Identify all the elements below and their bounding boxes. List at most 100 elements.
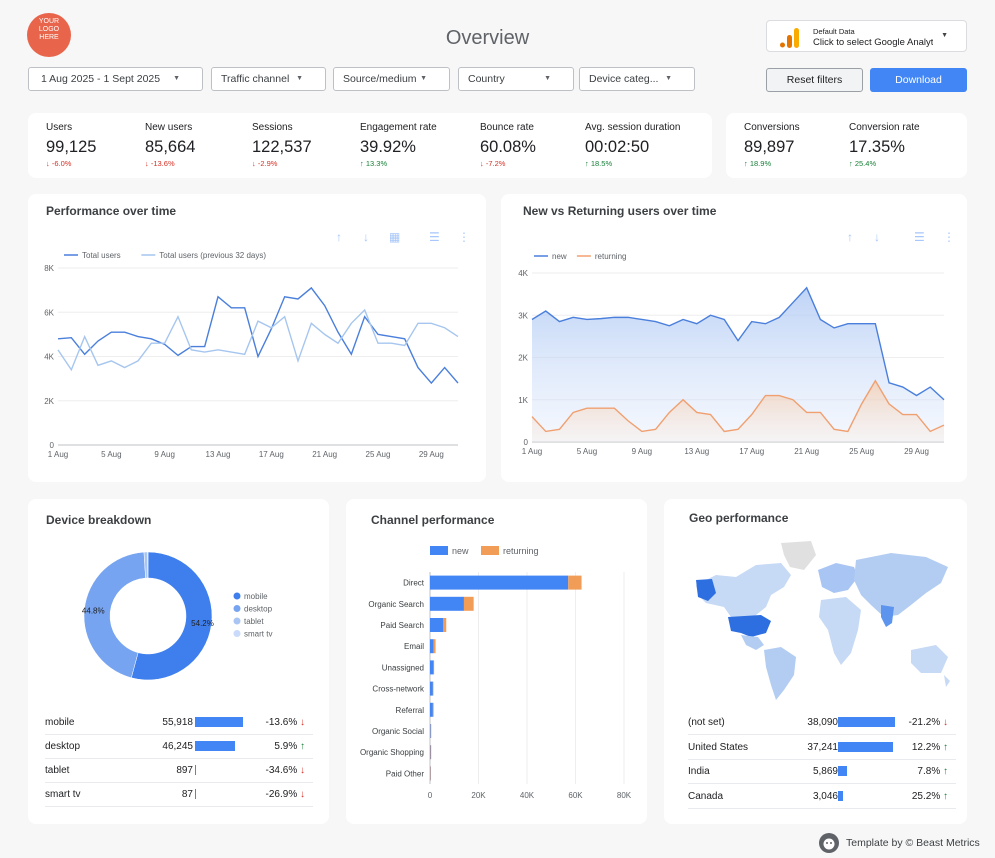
- bar-new: [430, 766, 431, 781]
- bar-returning: [430, 745, 432, 760]
- bar-new: [430, 745, 431, 760]
- x-tick-label: 25 Aug: [849, 447, 874, 456]
- series-line-total-users-previous-32-days-: [57, 308, 459, 372]
- bar-new: [430, 596, 464, 611]
- value-bar: [195, 765, 196, 775]
- sort-descending-icon[interactable]: ↓: [363, 230, 369, 244]
- bar-new: [430, 702, 433, 717]
- chart-title: Device breakdown: [46, 513, 152, 527]
- legend-swatch: [430, 546, 448, 555]
- chart-title: Channel performance: [371, 513, 495, 527]
- category-label: Referral: [396, 706, 425, 715]
- legend-label: tablet: [244, 617, 264, 626]
- bar-returning: [463, 596, 474, 611]
- series-line-new: [531, 286, 945, 401]
- y-tick-label: 2K: [44, 397, 54, 406]
- caret-down-icon: ▼: [173, 75, 180, 82]
- more-options-icon[interactable]: ⋮: [458, 230, 470, 244]
- device-category-filter[interactable]: Device categ... ▼: [579, 67, 695, 91]
- x-tick-label: 1 Aug: [522, 447, 542, 456]
- chart-title: Geo performance: [689, 511, 789, 525]
- filter-icon[interactable]: ☰: [429, 230, 440, 244]
- date-range-filter[interactable]: 1 Aug 2025 - 1 Sept 2025 ▼: [28, 67, 203, 91]
- data-source-label: Default Data: [813, 27, 855, 36]
- category-label: Direct: [403, 579, 425, 588]
- value-bar: [838, 742, 893, 752]
- value-bar: [838, 766, 847, 776]
- device-breakdown-card: Device breakdown 54.2% 44.8% mobile desktop…: [28, 499, 329, 824]
- logo: YOUR LOGO HERE: [27, 13, 71, 57]
- kpi-conversion-rate: Conversion rate 17.35% ↑ 25.4%: [849, 122, 920, 168]
- data-source-selector[interactable]: Default Data Click to select Google Anal…: [766, 20, 967, 52]
- lion-logo-icon: [819, 833, 839, 853]
- new-vs-returning-card: New vs Returning users over time ↑ ↓ ☰ ⋮…: [501, 194, 967, 482]
- category-label: Email: [404, 642, 424, 651]
- x-tick-label: 29 Aug: [904, 447, 929, 456]
- arrow-down-icon: ↓: [300, 717, 305, 728]
- arrow-up-icon: ↑: [943, 742, 948, 753]
- arrow-down-icon: ↓: [480, 159, 484, 168]
- performance-line-chart: 0 2K 4K 6K 8K 1 Aug 5 Aug 9 Aug 13 Aug 17 Aug 21 A…: [44, 251, 459, 459]
- arrow-up-icon: ↑: [849, 159, 853, 168]
- chart-title: New vs Returning users over time: [523, 204, 717, 218]
- kpi-engagement-rate: Engagement rate 39.92% ↑ 13.3%: [360, 122, 437, 168]
- bar-new: [430, 639, 434, 654]
- country-filter[interactable]: Country ▼: [458, 67, 574, 91]
- x-tick-label: 9 Aug: [154, 450, 174, 459]
- x-tick-label: 5 Aug: [101, 450, 121, 459]
- arrow-down-icon: ↓: [943, 717, 948, 728]
- bar-new: [430, 724, 431, 738]
- kpi-new-users: New users 85,664 ↓ -13.6%: [145, 122, 196, 168]
- table-row: tablet 897 -34.6% ↓: [45, 759, 313, 783]
- x-tick-label: 17 Aug: [259, 450, 284, 459]
- x-tick-label: 80K: [617, 791, 632, 800]
- y-tick-label: 2K: [518, 354, 528, 363]
- y-tick-label: 8K: [44, 264, 54, 273]
- data-source-value: Click to select Google Analytics: [813, 37, 933, 48]
- y-tick-label: 0: [524, 438, 529, 447]
- caret-down-icon: ▼: [420, 75, 427, 82]
- legend-label: new: [452, 546, 469, 556]
- more-options-icon[interactable]: ⋮: [943, 230, 955, 244]
- chart-title: Performance over time: [46, 204, 177, 218]
- google-analytics-icon: [780, 28, 799, 48]
- bar-returning: [430, 724, 432, 738]
- value-bar: [195, 789, 196, 799]
- arrow-up-icon: ↑: [744, 159, 748, 168]
- slice-label: 54.2%: [191, 619, 214, 628]
- reset-filters-button[interactable]: Reset filters: [766, 68, 863, 92]
- arrow-down-icon: ↓: [145, 159, 149, 168]
- x-tick-label: 21 Aug: [312, 450, 337, 459]
- legend-label: returning: [503, 546, 539, 556]
- value-bar: [195, 741, 235, 751]
- filter-icon[interactable]: ☰: [914, 230, 925, 244]
- y-tick-label: 1K: [518, 396, 528, 405]
- source-medium-filter[interactable]: Source/medium ▼: [333, 67, 450, 91]
- table-row: India 5,869 7.8% ↑: [688, 760, 956, 784]
- series-line-returning: [531, 379, 945, 433]
- sort-ascending-icon[interactable]: ↑: [336, 230, 342, 244]
- bar-returning: [568, 575, 582, 590]
- legend-label: new: [552, 252, 567, 261]
- x-tick-label: 13 Aug: [684, 447, 709, 456]
- channel-bar-chart: new returning 0 20K 40K 60K 80K Direct Organic S…: [360, 546, 632, 800]
- category-label: Organic Social: [372, 727, 424, 736]
- caret-down-icon: ▼: [941, 32, 948, 39]
- bar-new: [430, 575, 569, 590]
- kpi-avg-session-duration: Avg. session duration 00:02:50 ↑ 18.5%: [585, 122, 681, 168]
- sort-ascending-icon[interactable]: ↑: [847, 230, 853, 244]
- drill-down-icon[interactable]: ▦: [389, 230, 401, 244]
- y-tick-label: 3K: [518, 311, 528, 320]
- legend-swatch: [481, 546, 499, 555]
- legend-label: mobile: [244, 592, 268, 601]
- performance-chart-card: Performance over time ↑ ↓ ▦ ☰ ⋮ 0 2K 4K 6K 8…: [28, 194, 486, 482]
- footer-credit: Template by © Beast Metrics: [846, 837, 980, 849]
- download-button[interactable]: Download: [870, 68, 967, 92]
- sort-descending-icon[interactable]: ↓: [874, 230, 880, 244]
- world-map[interactable]: [686, 535, 956, 705]
- value-bar: [195, 717, 243, 727]
- caret-down-icon: ▼: [296, 75, 303, 82]
- caret-down-icon: ▼: [544, 75, 551, 82]
- traffic-channel-filter[interactable]: Traffic channel ▼: [211, 67, 326, 91]
- y-tick-label: 4K: [44, 353, 54, 362]
